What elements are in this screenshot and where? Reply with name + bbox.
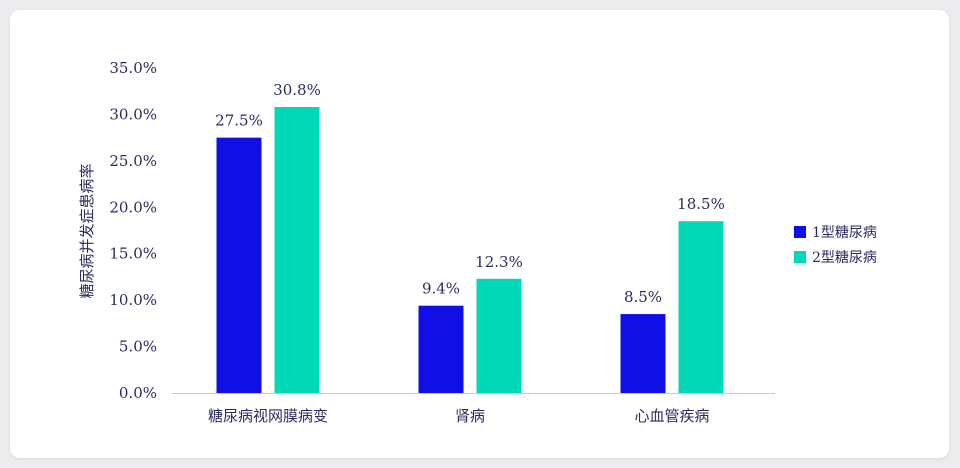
- bars-group: [216, 107, 724, 393]
- y-axis-title: 糖尿病并发症患病率: [78, 163, 96, 298]
- data-label: 9.4%: [422, 280, 460, 298]
- x-tick-label: 心血管疾病: [634, 407, 709, 425]
- y-tick-label: 25.0%: [109, 152, 157, 170]
- bar: [216, 137, 262, 393]
- bar: [620, 314, 666, 393]
- data-label: 30.8%: [273, 81, 321, 99]
- category-labels-group: 糖尿病视网膜病变 肾病 心血管疾病: [208, 407, 710, 425]
- bar: [476, 278, 522, 393]
- y-tick-label: 15.0%: [109, 245, 157, 263]
- y-tick-label: 0.0%: [119, 384, 157, 402]
- data-label: 18.5%: [677, 195, 725, 213]
- x-tick-label: 肾病: [455, 407, 485, 425]
- bar: [418, 305, 464, 393]
- legend-label: 1型糖尿病: [812, 225, 877, 241]
- y-tick-label: 35.0%: [109, 59, 157, 77]
- y-tick-label: 20.0%: [109, 198, 157, 216]
- legend-swatch: [794, 226, 806, 238]
- x-tick-label: 糖尿病视网膜病变: [208, 407, 328, 425]
- data-label: 12.3%: [475, 253, 523, 271]
- y-axis-ticks: 0.0% 5.0% 10.0% 15.0% 20.0% 25.0% 30.0% 35.0%: [109, 59, 157, 402]
- bar: [678, 221, 724, 393]
- data-label: 27.5%: [215, 112, 263, 130]
- legend-swatch: [794, 251, 806, 263]
- data-labels-group: 27.5% 30.8% 9.4% 12.3% 8.5% 18.5%: [215, 81, 725, 306]
- legend: 1型糖尿病 2型糖尿病: [794, 225, 877, 266]
- y-tick-label: 30.0%: [109, 105, 157, 123]
- data-label: 8.5%: [624, 288, 662, 306]
- bar: [274, 107, 320, 393]
- legend-label: 2型糖尿病: [812, 250, 877, 266]
- y-tick-label: 10.0%: [109, 291, 157, 309]
- y-tick-label: 5.0%: [119, 338, 157, 356]
